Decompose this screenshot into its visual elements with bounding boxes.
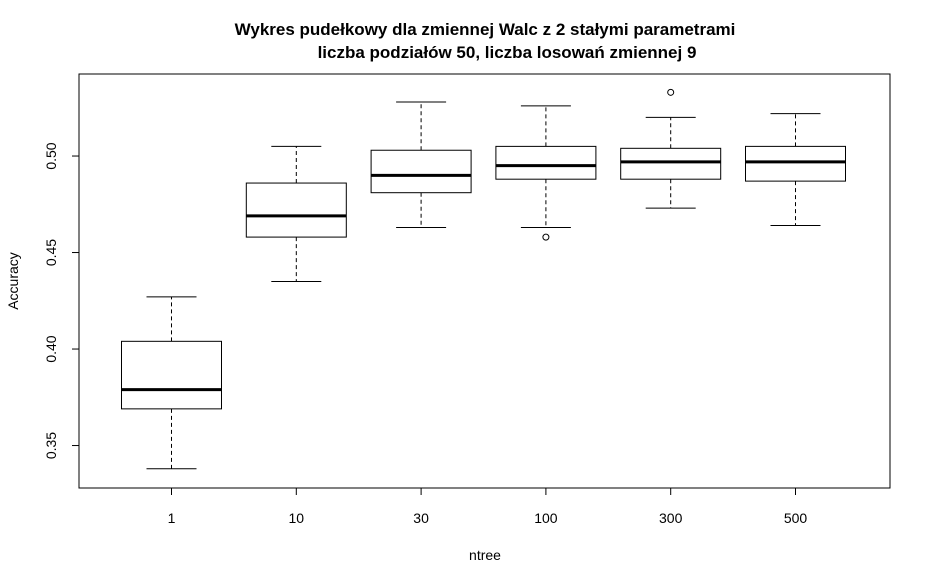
x-axis-label: ntree — [469, 547, 501, 563]
y-axis: 0.35 0.40 0.45 0.50 — [43, 142, 80, 459]
interquartile-box — [370, 149, 472, 194]
box-30 — [370, 101, 472, 228]
x-axis: 1 10 30 100 300 500 — [168, 487, 808, 526]
y-tick-label: 0.35 — [43, 432, 59, 459]
x-tick-label: 30 — [413, 510, 429, 526]
chart-title-line-2: liczba podziałów 50, liczba losowań zmie… — [318, 43, 697, 62]
outlier-point — [542, 233, 550, 241]
x-tick-label: 500 — [784, 510, 808, 526]
x-tick-label: 1 — [168, 510, 176, 526]
interquartile-box — [620, 147, 722, 180]
box-300 — [620, 88, 722, 209]
chart-title-line-1: Wykres pudełkowy dla zmiennej Walc z 2 s… — [235, 20, 736, 39]
y-axis-label: Accuracy — [5, 252, 21, 310]
interquartile-box — [745, 145, 846, 182]
plot-frame — [78, 73, 891, 489]
box-100 — [495, 105, 597, 241]
y-tick-label: 0.45 — [43, 239, 59, 266]
interquartile-box — [495, 145, 597, 180]
outlier-point — [667, 88, 675, 96]
y-tick-label: 0.40 — [43, 335, 59, 362]
interquartile-box — [121, 340, 222, 410]
box-1 — [121, 296, 222, 470]
x-tick-label: 100 — [534, 510, 558, 526]
interquartile-box — [245, 182, 347, 238]
x-tick-label: 300 — [659, 510, 683, 526]
x-tick-label: 10 — [289, 510, 305, 526]
y-tick-label: 0.50 — [43, 142, 59, 169]
box-500 — [745, 113, 846, 227]
box-10 — [245, 145, 347, 282]
boxes-group — [121, 88, 846, 470]
